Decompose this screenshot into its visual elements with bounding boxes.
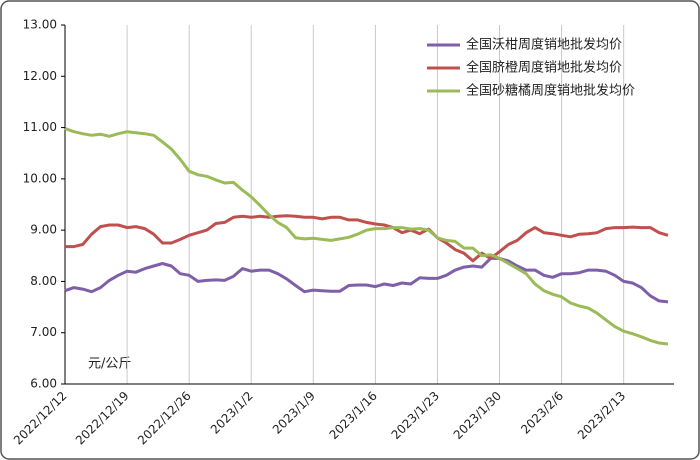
legend-label: 全国脐橙周度销地批发均价	[466, 60, 622, 76]
y-tick-label: 6.00	[30, 377, 57, 391]
y-tick-label: 12.00	[23, 69, 57, 83]
y-tick-label: 9.00	[30, 223, 57, 237]
unit-annotation: 元/公斤	[88, 357, 131, 372]
legend-label: 全国沃柑周度销地批发均价	[466, 37, 622, 53]
y-tick-label: 11.00	[23, 120, 57, 134]
y-tick-label: 7.00	[30, 325, 57, 339]
y-tick-label: 13.00	[23, 18, 57, 32]
y-tick-label: 10.00	[23, 171, 57, 185]
series-line	[64, 256, 669, 304]
series-line	[64, 127, 669, 346]
y-tick-label: 8.00	[30, 274, 57, 288]
series-line	[65, 214, 669, 263]
legend-label: 全国砂糖橘周度销地批发均价	[466, 83, 635, 99]
